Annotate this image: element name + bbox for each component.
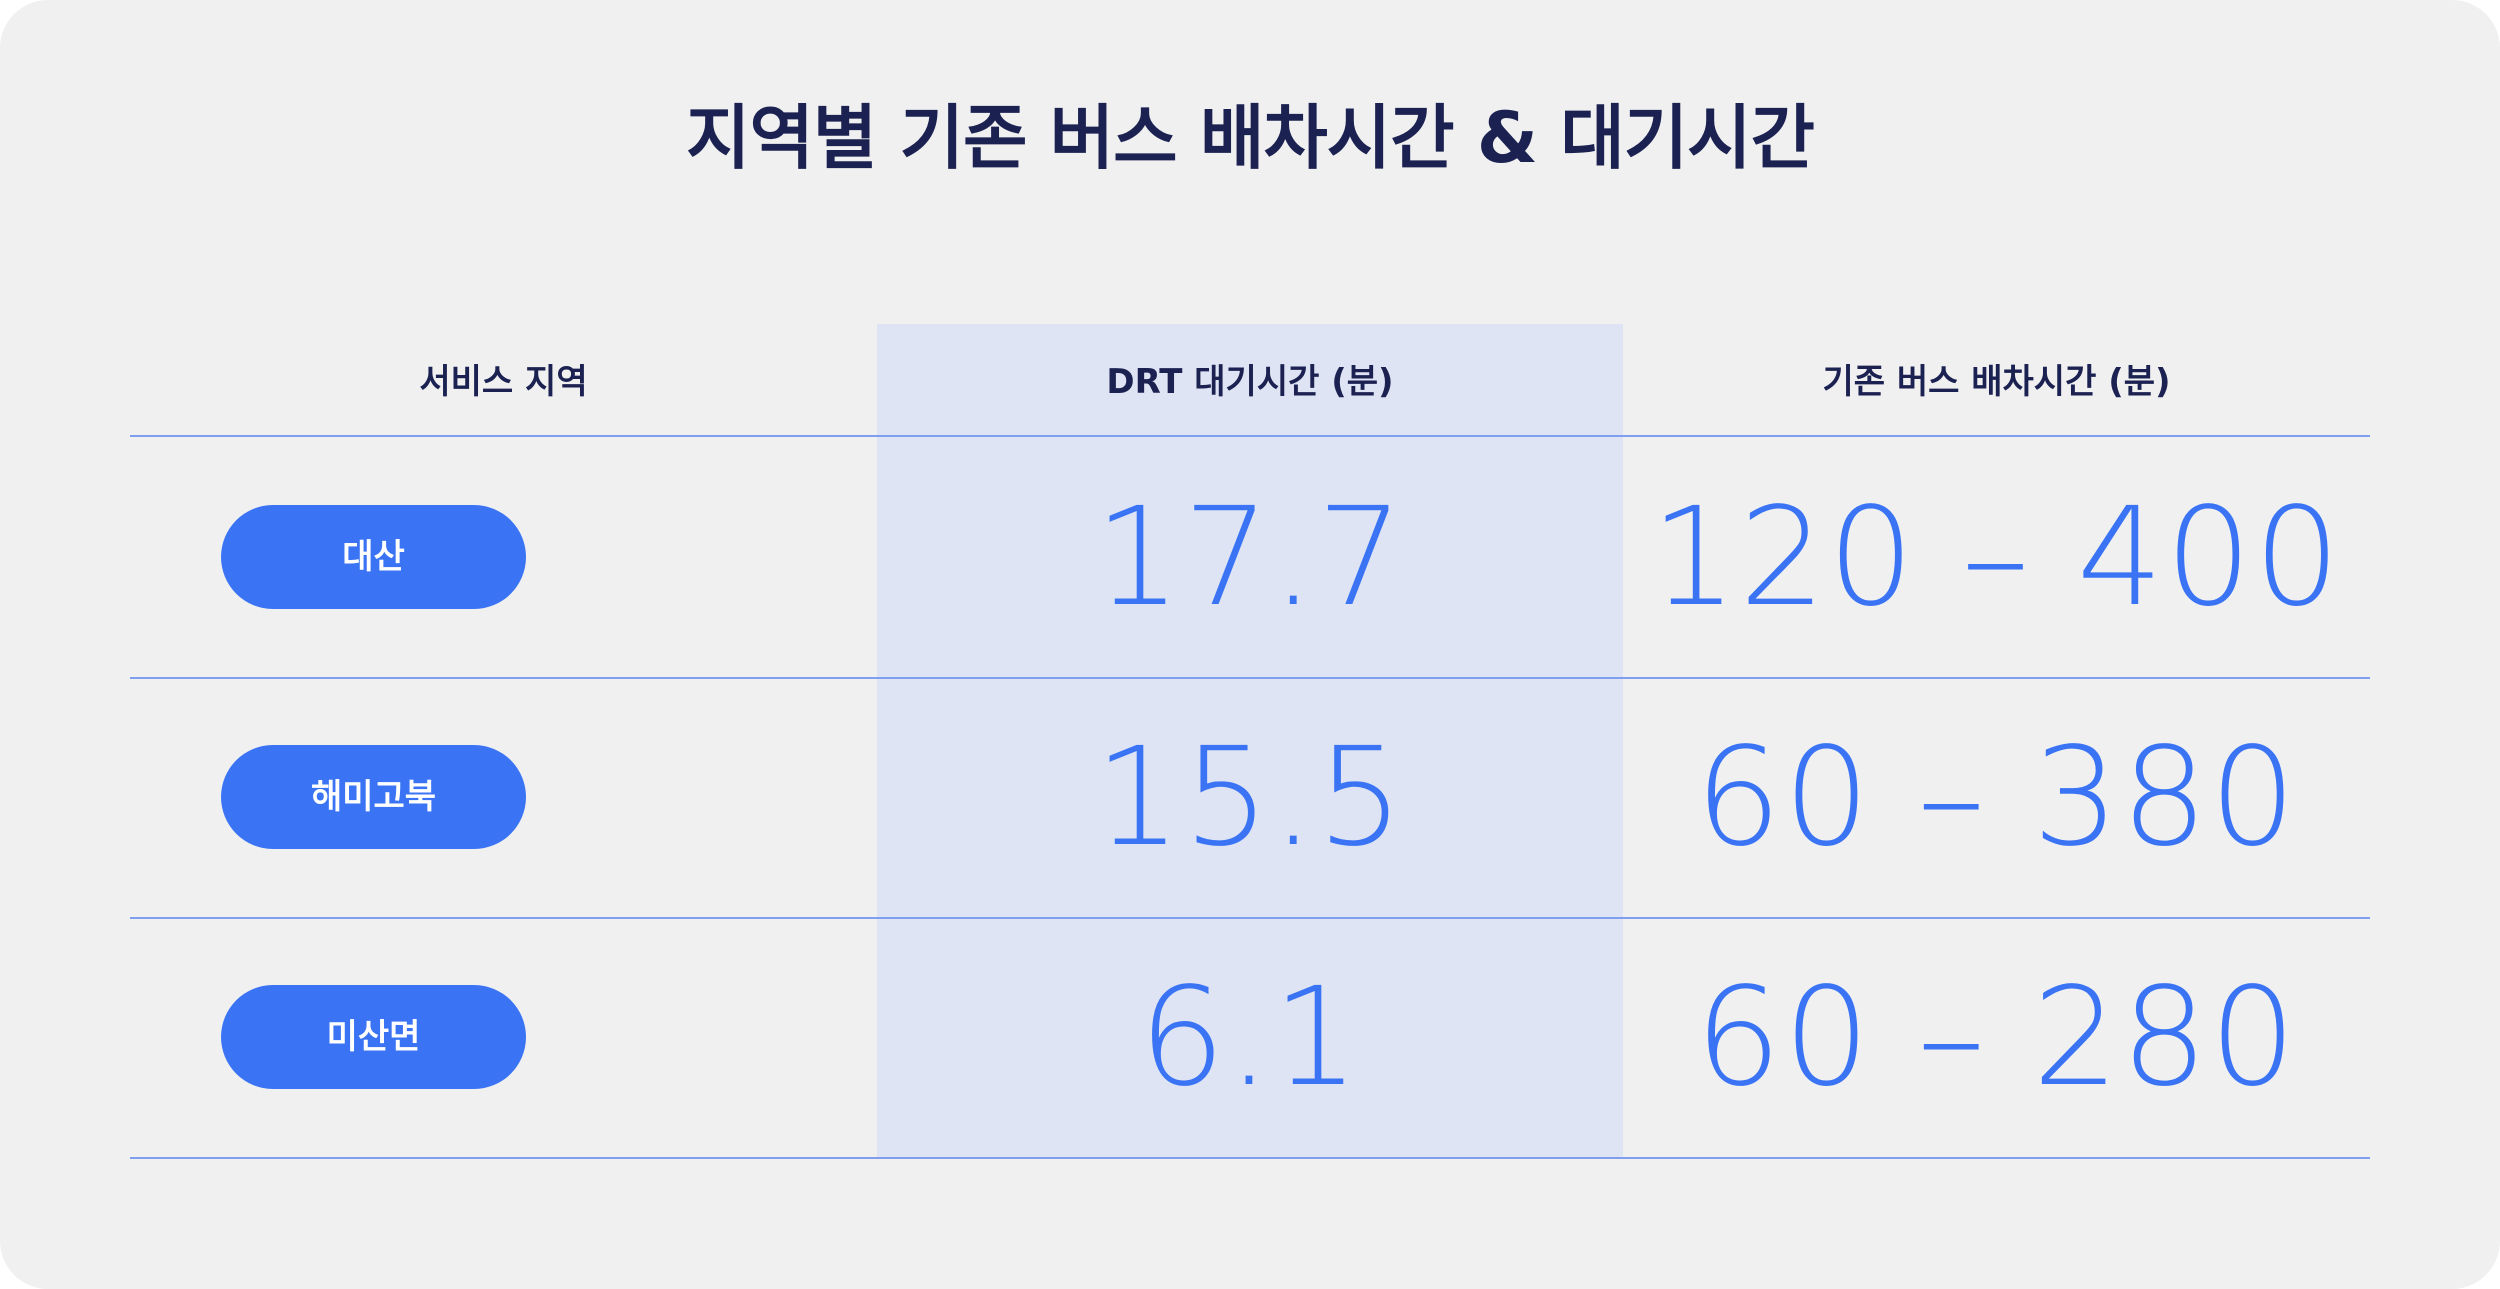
header-service-region: 서비스 지역 [419,362,588,402]
bus-interval-value: 60 – 280 [1694,959,2299,1117]
table-row: 해미고북 15.5 60 – 380 [130,679,2370,917]
drt-wait-value: 17.7 [1094,479,1406,637]
header-bus-interval: 기존 버스 배차시간 (분) [1822,362,2171,402]
header-divider [130,435,2370,437]
bus-interval-value: 120 – 400 [1650,479,2343,637]
table-bottom-divider [130,1157,2370,1159]
table-row: 대산 17.7 120 – 400 [130,439,2370,677]
bus-interval-value: 60 – 380 [1694,719,2299,877]
row-divider [130,677,2370,679]
region-badge-haemi-gobuk: 해미고북 [221,745,526,849]
drt-column-highlight [877,324,1623,1158]
header-drt-wait-time: DRT 대기시간 (분) [1106,362,1394,402]
row-divider [130,917,2370,919]
table-row: 미산면 6.1 60 – 280 [130,919,2370,1157]
drt-wait-value: 15.5 [1094,719,1406,877]
drt-wait-value: 6.1 [1138,959,1362,1117]
page-title: 지역별 기존 버스 배차시간 & 대기시간 [686,97,1815,179]
region-badge-misan-myeon: 미산면 [221,985,526,1089]
region-badge-daesan: 대산 [221,505,526,609]
